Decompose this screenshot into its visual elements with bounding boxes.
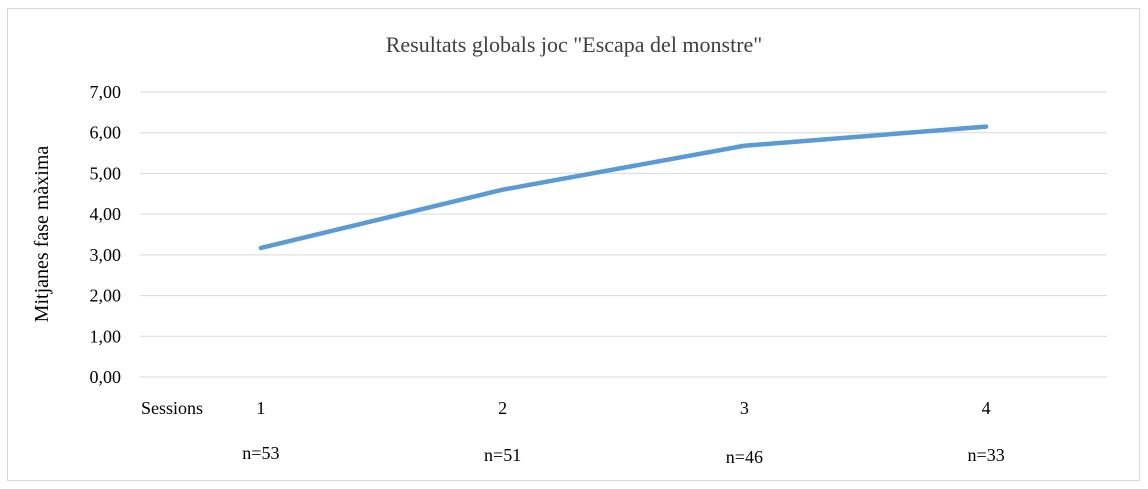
series-line (258, 124, 989, 251)
chart-title: Resultats globals joc "Escapa del monstr… (386, 32, 763, 57)
sample-size-label: n=51 (484, 445, 521, 465)
y-tick-label: 6,00 (90, 123, 122, 143)
y-tick-label: 7,00 (90, 82, 122, 102)
y-tick-label: 1,00 (90, 326, 122, 346)
x-axis-title: Sessions (141, 398, 203, 418)
sample-size-label: n=33 (968, 445, 1005, 465)
x-tick-label: 2 (498, 398, 507, 418)
x-tick-label: 4 (982, 398, 991, 418)
sample-size-layer: n=53 n=51 n=46 n=33 (242, 443, 1004, 467)
series-layer (258, 124, 989, 251)
x-tick-label: 1 (256, 398, 265, 418)
y-axis-title: Mitjanes fase màxima (31, 146, 53, 323)
y-tick-label: 5,00 (90, 163, 122, 183)
y-tick-layer: 0,00 1,00 2,00 3,00 4,00 5,00 6,00 7,00 (90, 82, 122, 387)
x-tick-label: 3 (740, 398, 749, 418)
y-tick-label: 3,00 (90, 245, 122, 265)
sample-size-label: n=53 (242, 443, 279, 463)
y-tick-label: 4,00 (90, 204, 122, 224)
chart-frame (7, 8, 1140, 481)
y-tick-label: 0,00 (90, 367, 122, 387)
sample-size-label: n=46 (726, 447, 763, 467)
grid-layer (140, 91, 1107, 378)
x-tick-layer: 1 2 3 4 (256, 398, 990, 418)
y-tick-label: 2,00 (90, 286, 122, 306)
